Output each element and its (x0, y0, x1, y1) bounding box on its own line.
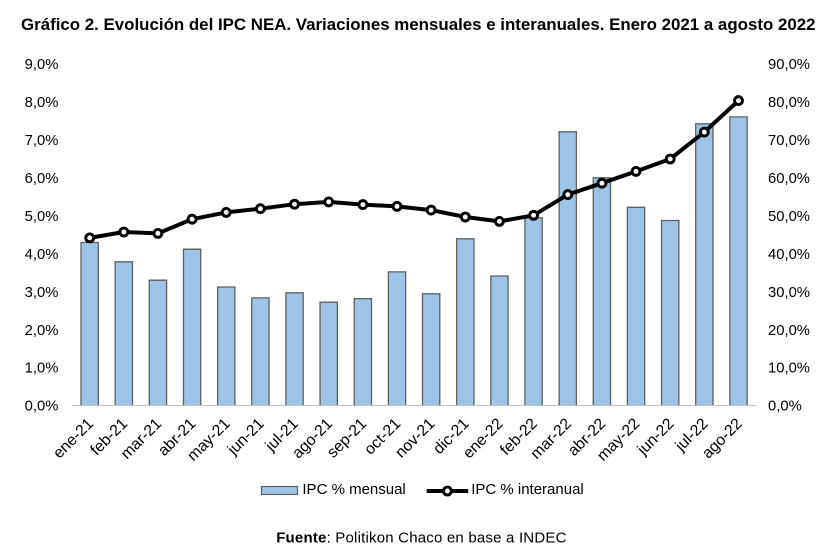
svg-text:7,0%: 7,0% (25, 133, 59, 149)
svg-text:IPC % interanual: IPC % interanual (471, 481, 584, 498)
svg-text:0,0%: 0,0% (768, 399, 802, 415)
svg-text:IPC % mensual: IPC % mensual (302, 481, 405, 498)
svg-text:90,0%: 90,0% (768, 57, 810, 73)
svg-text:70,0%: 70,0% (768, 133, 810, 149)
svg-text:4,0%: 4,0% (25, 247, 59, 263)
svg-text:Fuente: Politikon Chaco en bas: Fuente: Politikon Chaco en base a INDEC (276, 530, 566, 547)
svg-text:50,0%: 50,0% (768, 209, 810, 225)
svg-text:9,0%: 9,0% (25, 57, 59, 73)
svg-text:40,0%: 40,0% (768, 247, 810, 263)
svg-text:5,0%: 5,0% (25, 209, 59, 225)
svg-text:60,0%: 60,0% (768, 171, 810, 187)
svg-text:Gráfico 2. Evolución del IPC N: Gráfico 2. Evolución del IPC NEA. Variac… (21, 15, 816, 34)
svg-text:1,0%: 1,0% (25, 361, 59, 377)
svg-text:6,0%: 6,0% (25, 171, 59, 187)
svg-text:30,0%: 30,0% (768, 285, 810, 301)
svg-text:8,0%: 8,0% (25, 95, 59, 111)
svg-text:3,0%: 3,0% (25, 285, 59, 301)
svg-text:20,0%: 20,0% (768, 323, 810, 339)
svg-text:0,0%: 0,0% (25, 399, 59, 415)
svg-text:80,0%: 80,0% (768, 95, 810, 111)
svg-text:10,0%: 10,0% (768, 361, 810, 377)
svg-text:2,0%: 2,0% (25, 323, 59, 339)
